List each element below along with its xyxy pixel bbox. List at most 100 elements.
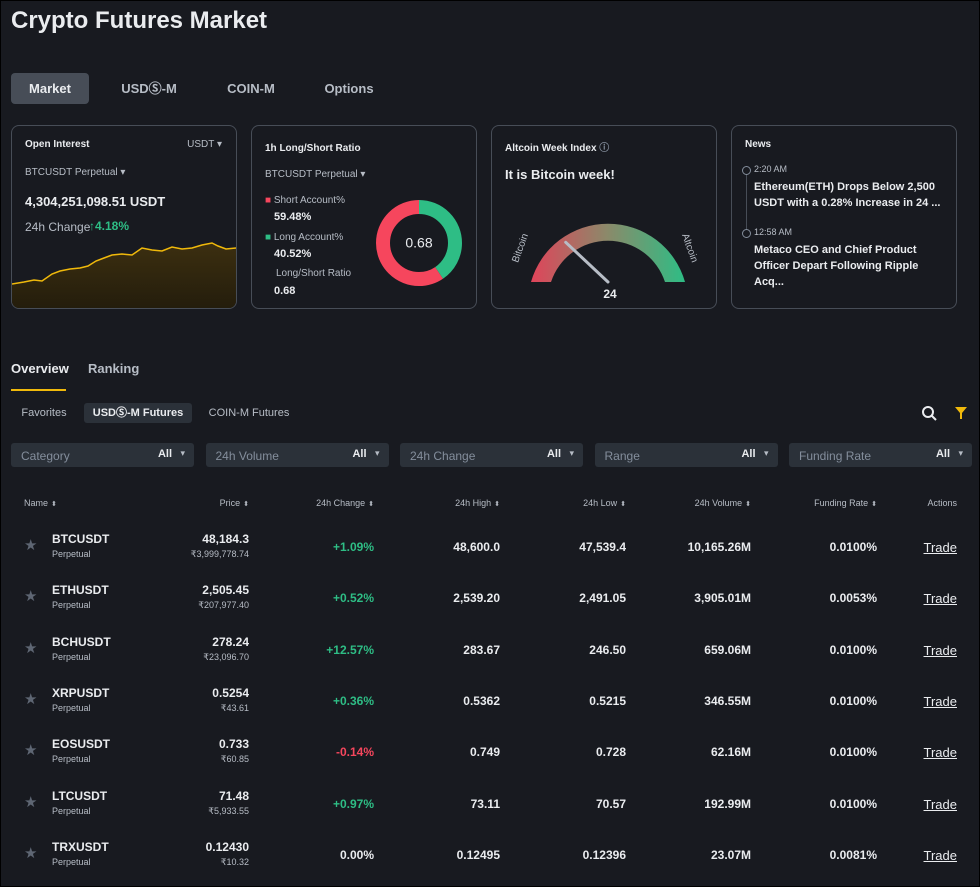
header-text: Actions [927, 498, 957, 508]
title: Altcoin Week Index [505, 143, 597, 154]
contract-type: Perpetual [52, 856, 91, 867]
active-underline [11, 389, 66, 391]
change-cell: -0.14% [335, 745, 374, 760]
low-cell: 47,539.4 [579, 540, 626, 554]
column-header[interactable]: Funding Rate ⬍ [814, 498, 877, 508]
high-cell: 283.67 [463, 642, 500, 657]
filter-select[interactable]: Range All ▾ [594, 443, 778, 467]
favorite-star[interactable]: ★ [24, 588, 38, 606]
contract-type: Perpetual [52, 600, 91, 611]
news-headline[interactable]: Ethereum(ETH) Drops Below 2,500 USDT wit… [754, 181, 941, 209]
symbol: BCHUSDT [52, 634, 111, 649]
trade-link[interactable]: Trade [923, 796, 957, 812]
favorite-star[interactable]: ★ [24, 639, 38, 657]
timeline-dot [742, 229, 751, 238]
news-headline[interactable]: Metaco CEO and Chief Product Officer Dep… [754, 244, 919, 288]
column-header[interactable]: Price ⬍ [220, 498, 249, 508]
favorite-star[interactable]: ★ [24, 844, 38, 862]
trade-link[interactable]: Trade [923, 847, 957, 863]
filter-caret: ▾ [374, 448, 380, 458]
symbol-select[interactable]: BTCUSDT Perpetual ▾ [265, 169, 366, 180]
trade-link[interactable]: Trade [923, 693, 957, 709]
price-cell: 278.24 [212, 634, 249, 649]
column-header[interactable]: 24h Change ⬍ [316, 498, 374, 508]
change-cell: +12.57% [326, 642, 374, 657]
high-cell: 73.11 [470, 796, 500, 811]
filter-label: 24h Volume [215, 449, 279, 463]
open-interest-value: 4,304,251,098.51 USDT [25, 194, 166, 209]
short-label: ■ Short Account% [265, 195, 345, 206]
high-cell: 0.5362 [463, 693, 500, 708]
symbol-select[interactable]: BTCUSDT Perpetual ▾ [25, 167, 126, 178]
column-header[interactable]: 24h Volume ⬍ [695, 498, 751, 508]
section-tab[interactable]: Overview [11, 361, 69, 376]
column-header[interactable]: Name ⬍ [24, 498, 57, 508]
volume-cell: 10,165.26M [687, 540, 751, 554]
trade-link[interactable]: Trade [923, 591, 957, 607]
contract-type: Perpetual [52, 754, 91, 765]
long-short-card: 1h Long/Short Ratio BTCUSDT Perpetual ▾ … [251, 125, 477, 309]
funding-cell: 0.0100% [829, 796, 877, 811]
filter-caret: ▾ [569, 448, 574, 458]
symbol: TRXUSDT [52, 839, 109, 854]
sub-tab[interactable]: COIN-M Futures [208, 407, 290, 419]
card-title: Altcoin Week Index ⓘ [505, 143, 610, 154]
contract-type: Perpetual [52, 805, 91, 816]
sub-tab[interactable]: Favorites [21, 407, 67, 419]
trade-link[interactable]: Trade [923, 642, 957, 658]
volume-cell: 659.06M [704, 642, 751, 657]
unit: USDT [187, 139, 215, 150]
card-title: News [745, 139, 772, 150]
change-cell: +0.36% [332, 693, 374, 708]
market-tab[interactable]: COIN-M [227, 81, 275, 96]
funding-cell: 0.0081% [829, 847, 877, 862]
sparkline-line [12, 242, 236, 285]
news-time: 2:20 AM [754, 164, 788, 174]
filter-select[interactable]: Category All ▾ [11, 443, 194, 467]
gauge-arc [531, 223, 685, 282]
filter-select[interactable]: 24h Change All ▾ [400, 443, 583, 467]
filter-caret: ▾ [958, 448, 963, 458]
favorite-star[interactable]: ★ [24, 793, 38, 811]
filter-select[interactable]: Funding Rate All ▾ [789, 443, 972, 467]
timeline-dot [742, 166, 751, 175]
market-tab[interactable]: USDⓈ-M [121, 81, 177, 96]
market-tab[interactable]: Options [324, 81, 374, 96]
section-tab[interactable]: Ranking [88, 361, 140, 376]
column-header[interactable]: 24h High ⬍ [455, 498, 500, 508]
news-time: 12:58 AM [754, 227, 793, 237]
trade-link[interactable]: Trade [923, 745, 957, 761]
low-cell: 246.50 [589, 642, 626, 657]
filter-select[interactable]: 24h Volume All ▾ [205, 443, 389, 467]
volume-cell: 192.99M [704, 796, 751, 811]
favorite-star[interactable]: ★ [24, 690, 38, 708]
sparkline-area [12, 243, 236, 308]
favorite-star[interactable]: ★ [24, 537, 38, 554]
timeline [746, 170, 747, 234]
sub-tab[interactable]: USDⓈ-M Futures [84, 403, 192, 423]
column-header: Actions [927, 498, 957, 508]
search-icon[interactable] [921, 405, 937, 421]
gauge-right-label: Altcoin [679, 232, 700, 264]
ratio-label: Long/Short Ratio [276, 268, 352, 279]
symbol: EOSUSDT [52, 737, 111, 752]
favorite-star[interactable]: ★ [24, 742, 38, 760]
column-header[interactable]: 24h Low ⬍ [583, 498, 626, 508]
sort-icon: ⬍ [745, 501, 751, 508]
ratio-donut: 0.68 [376, 200, 462, 286]
high-cell: 0.749 [469, 745, 500, 760]
unit-select[interactable]: USDT ▾ [187, 139, 222, 150]
price-local: ₹207,977.40 [198, 600, 249, 611]
trade-link[interactable]: Trade [923, 540, 957, 555]
market-tab[interactable]: Market [11, 73, 89, 104]
filter-value: All [546, 448, 561, 460]
contract-type: Perpetual [52, 549, 91, 559]
sort-icon: ⬍ [51, 501, 57, 508]
card-title: Open Interest [25, 139, 90, 150]
filter-label: Funding Rate [799, 449, 872, 463]
price-local: ₹60.85 [220, 754, 249, 765]
filter-icon[interactable] [953, 405, 969, 421]
filter-caret: ▾ [180, 448, 185, 458]
price-cell: 0.5254 [212, 685, 249, 700]
short-value: 59.48% [274, 211, 312, 223]
